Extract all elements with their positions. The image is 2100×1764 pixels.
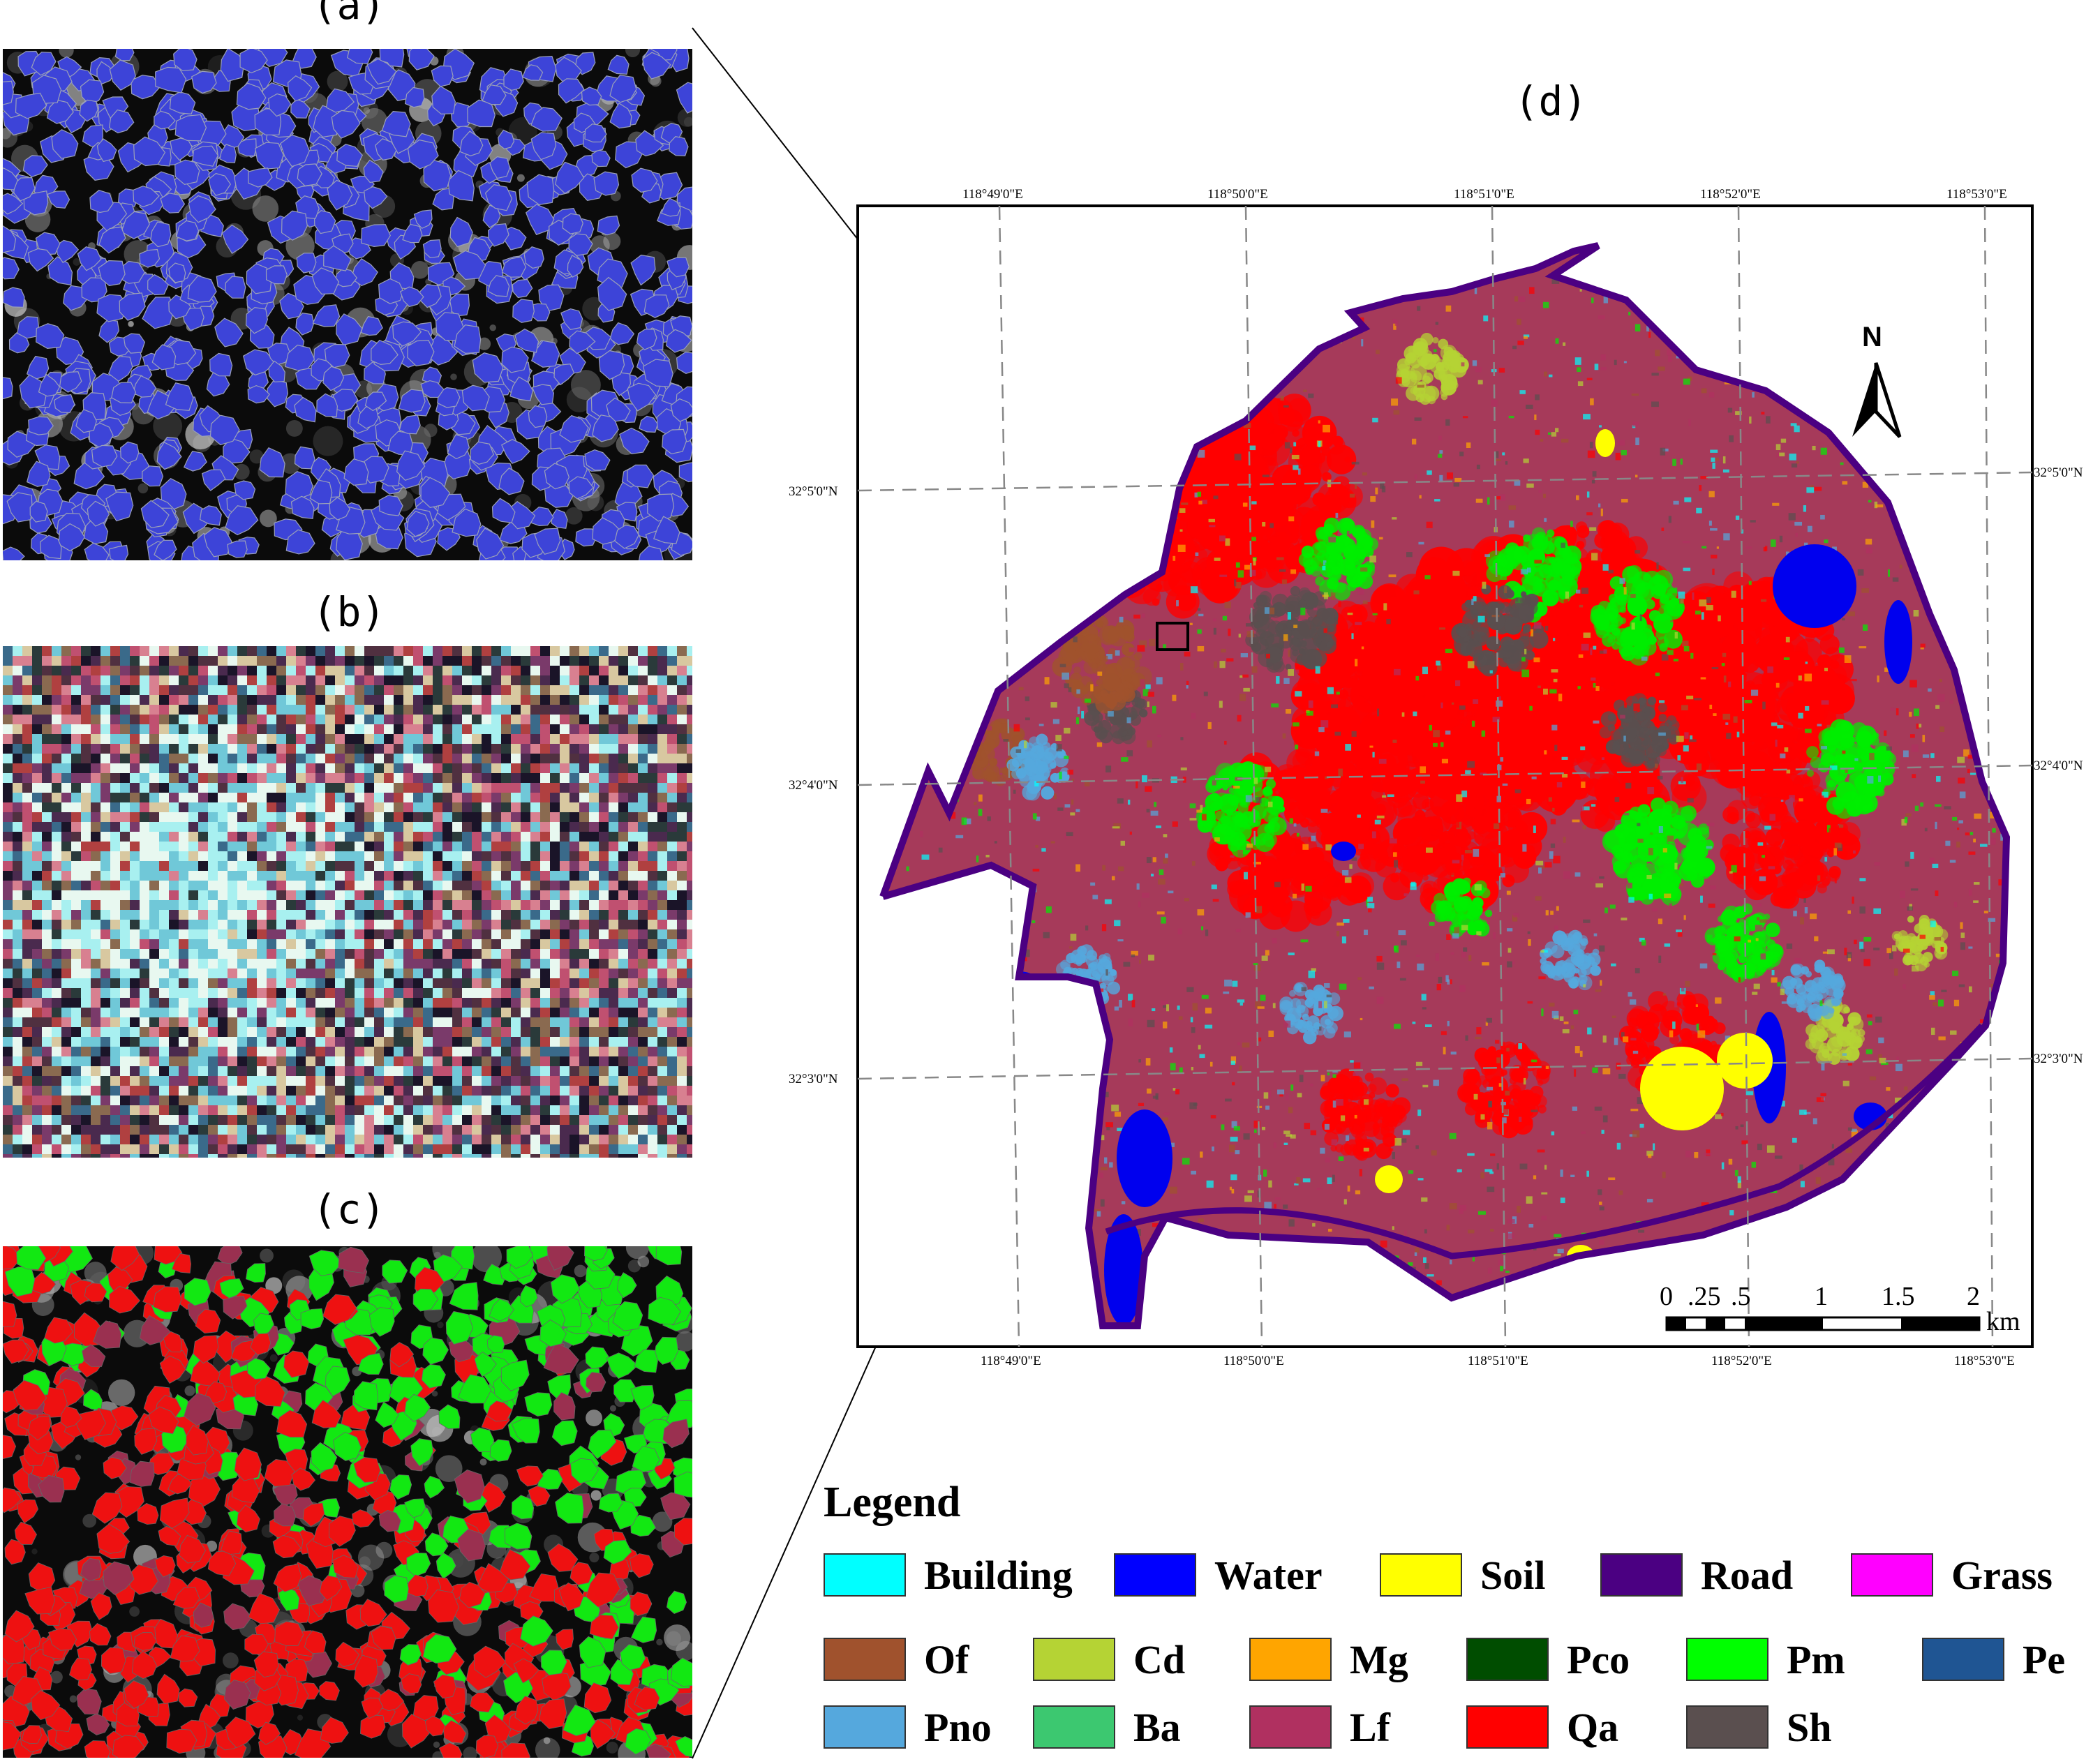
legend-label: Water — [1214, 1552, 1323, 1598]
scale-tick-label: 0 — [1660, 1282, 1673, 1311]
inset-c-classification-image — [3, 1246, 692, 1758]
left-lat-label: 32°5'0"N — [789, 484, 838, 499]
rgb-pixels — [3, 646, 692, 1158]
inset-b-rgb-image — [3, 646, 692, 1158]
top-lon-label: 118°53'0"E — [1946, 187, 2007, 202]
legend-item: Of — [824, 1635, 969, 1684]
legend-swatch — [1033, 1638, 1115, 1681]
legend-swatch — [824, 1638, 906, 1681]
legend-swatch — [1686, 1705, 1768, 1749]
legend-swatch — [1466, 1638, 1549, 1681]
legend-item: Grass — [1851, 1550, 2053, 1599]
legend-swatch — [1380, 1553, 1462, 1597]
legend-swatch — [1600, 1553, 1683, 1597]
legend-label: Pm — [1787, 1636, 1845, 1682]
legend-swatch — [1249, 1705, 1332, 1749]
bottom-lon-label: 118°51'0"E — [1468, 1354, 1528, 1368]
legend-label: Soil — [1480, 1552, 1546, 1598]
legend-swatch — [1922, 1638, 2004, 1681]
panel-a-label: (a) — [312, 0, 386, 29]
legend-item: Pe — [1922, 1635, 2065, 1684]
legend-item: Road — [1600, 1550, 1793, 1599]
bottom-lon-label: 118°49'0"E — [981, 1354, 1041, 1368]
scale-tick-label: 1.5 — [1882, 1282, 1915, 1311]
legend-label: Qa — [1567, 1704, 1619, 1750]
top-lon-label: 118°52'0"E — [1700, 187, 1761, 202]
bottom-lon-label: 118°53'0"E — [1954, 1354, 2015, 1368]
legend-item: Sh — [1686, 1703, 1832, 1751]
right-lat-label: 32°5'0"N — [2034, 465, 2083, 480]
legend-swatch — [1249, 1638, 1332, 1681]
panel-b-label: (b) — [312, 588, 386, 636]
legend-swatch — [1033, 1705, 1115, 1749]
left-lat-label: 32°4'0"N — [789, 778, 838, 793]
legend-swatch — [824, 1705, 906, 1749]
scale-tick-label: 2 — [1967, 1282, 1980, 1311]
north-arrow-icon: N — [1852, 322, 1902, 438]
legend-item: Cd — [1033, 1635, 1185, 1684]
legend-item: Pno — [824, 1703, 992, 1751]
scale-bar: 0 .25 .5 1 1.5 2 km — [1660, 1282, 2020, 1336]
tree-crowns — [3, 49, 692, 560]
legend-item: Water — [1114, 1550, 1323, 1599]
right-lat-label: 32°4'0"N — [2034, 758, 2083, 773]
legend-label: Building — [924, 1552, 1073, 1598]
legend-swatch — [1114, 1553, 1196, 1597]
legend-label: Grass — [1951, 1552, 2053, 1598]
legend-item: Soil — [1380, 1550, 1546, 1599]
scale-tick-label: 1 — [1815, 1282, 1828, 1311]
top-lon-label: 118°50'0"E — [1207, 187, 1268, 202]
scale-unit-label: km — [1986, 1307, 2020, 1336]
legend-label: Sh — [1787, 1704, 1832, 1750]
legend-swatch — [1686, 1638, 1768, 1681]
inset-a-segmentation-image — [3, 49, 692, 560]
legend-item: Lf — [1249, 1703, 1390, 1751]
legend-label: Road — [1701, 1552, 1794, 1598]
classified-crowns — [3, 1246, 692, 1758]
classified-area — [883, 246, 2006, 1326]
legend-label: Pe — [2023, 1636, 2066, 1682]
map-content — [879, 242, 2011, 1329]
legend-label: Of — [924, 1636, 969, 1682]
legend-label: Cd — [1133, 1636, 1186, 1682]
legend-label: Ba — [1133, 1704, 1181, 1750]
right-lat-label: 32°3'0"N — [2034, 1052, 2083, 1066]
legend-label: Pco — [1567, 1636, 1630, 1682]
legend-item: Pco — [1466, 1635, 1630, 1684]
legend-item: Mg — [1249, 1635, 1408, 1684]
legend-swatch — [1466, 1705, 1549, 1749]
legend-swatch — [1851, 1553, 1933, 1597]
panel-c-label: (c) — [312, 1186, 386, 1233]
zoom-box — [1156, 622, 1189, 651]
scale-tick-label: .5 — [1731, 1282, 1751, 1311]
legend-label: Mg — [1350, 1636, 1408, 1682]
legend-label: Pno — [924, 1704, 992, 1750]
legend-item: Building — [824, 1550, 1073, 1599]
graticule — [857, 205, 2033, 1347]
legend-item: Ba — [1033, 1703, 1181, 1751]
legend-swatch — [824, 1553, 906, 1597]
top-lon-label: 118°49'0"E — [962, 187, 1023, 202]
bottom-lon-label: 118°50'0"E — [1223, 1354, 1284, 1368]
panel-d-label: (d) — [1514, 77, 1588, 125]
legend-label: Lf — [1350, 1704, 1390, 1750]
legend-item: Pm — [1686, 1635, 1845, 1684]
north-label: N — [1862, 322, 1882, 352]
bottom-lon-label: 118°52'0"E — [1711, 1354, 1772, 1368]
legend-title: Legend — [824, 1479, 961, 1526]
left-lat-label: 32°3'0"N — [789, 1072, 838, 1086]
legend-item: Qa — [1466, 1703, 1618, 1751]
top-lon-label: 118°51'0"E — [1454, 187, 1514, 202]
scale-tick-label: .25 — [1688, 1282, 1721, 1311]
